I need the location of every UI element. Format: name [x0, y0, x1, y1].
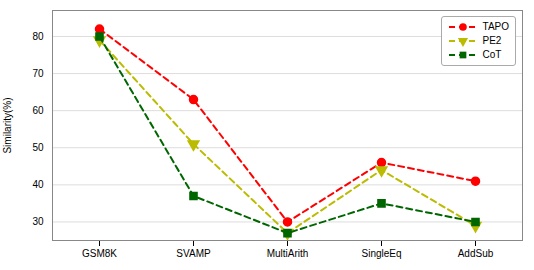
svg-text:60: 60 — [32, 105, 44, 116]
svg-text:SVAMP: SVAMP — [176, 248, 211, 259]
html-text:PE2: PE2 — [482, 35, 502, 46]
svg-text:30: 30 — [32, 216, 44, 227]
svg-text:MultiArith: MultiArith — [267, 248, 309, 259]
svg-text:GSM8K: GSM8K — [82, 248, 117, 259]
svg-text:70: 70 — [32, 68, 44, 79]
svg-text:AddSub: AddSub — [458, 248, 494, 259]
svg-text:50: 50 — [32, 142, 44, 153]
svg-text:SingleEq: SingleEq — [361, 248, 401, 259]
html-text:CoT: CoT — [482, 49, 502, 60]
svg-text:Similarity(%): Similarity(%) — [2, 97, 13, 153]
svg-text:80: 80 — [32, 31, 44, 42]
svg-text:40: 40 — [32, 179, 44, 190]
html-text:TAPO: TAPO — [482, 21, 509, 32]
